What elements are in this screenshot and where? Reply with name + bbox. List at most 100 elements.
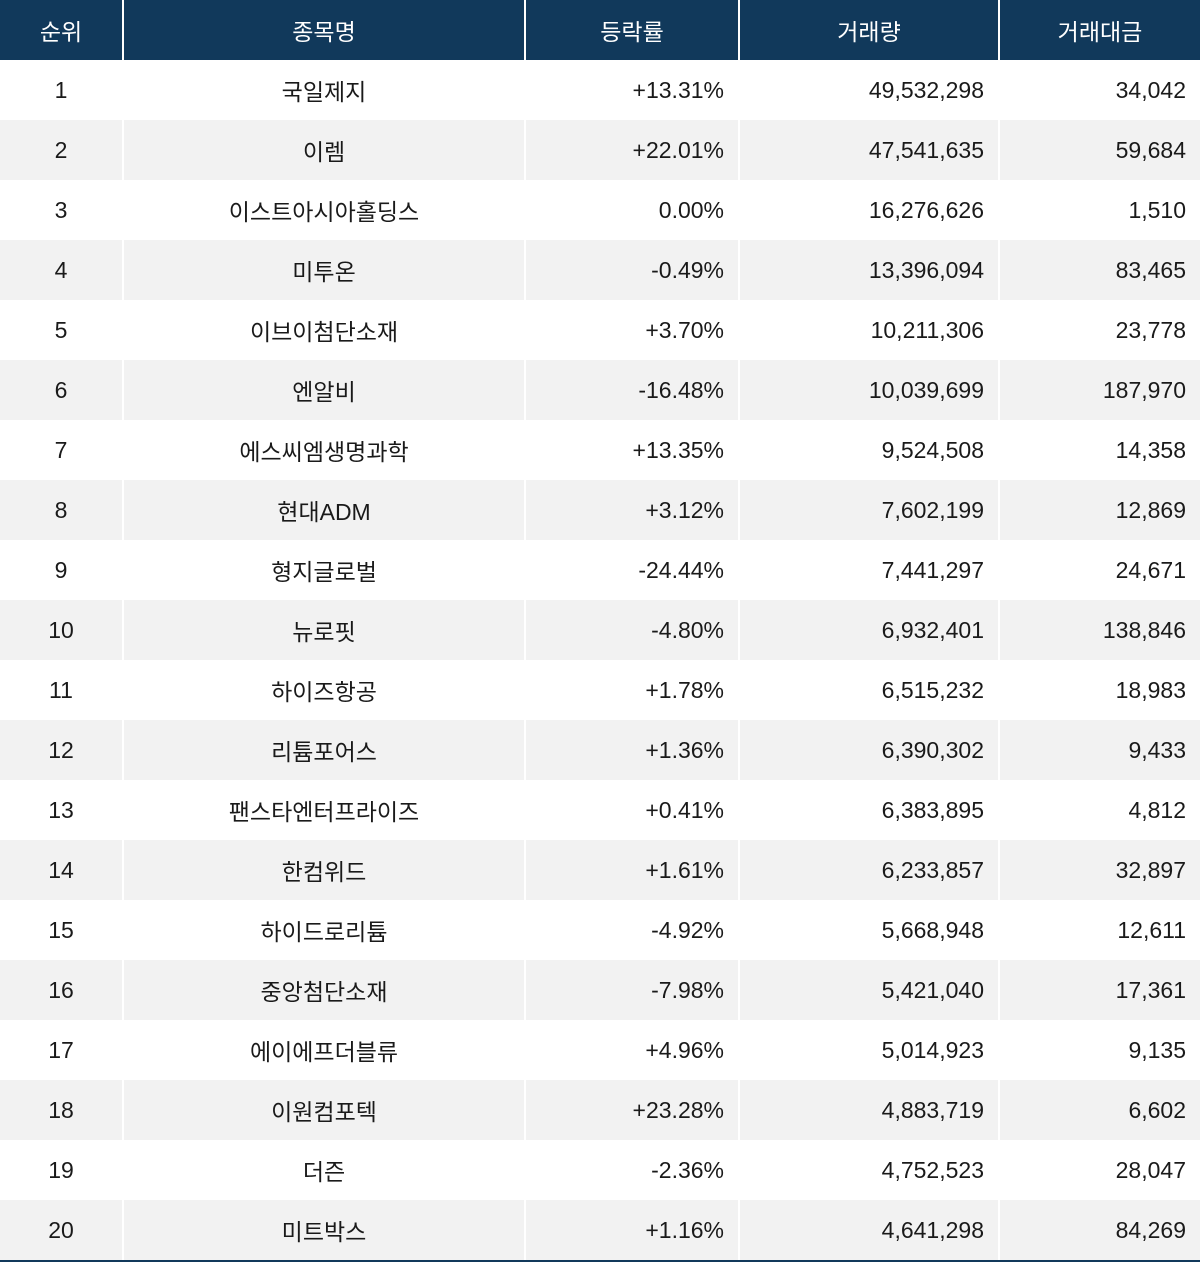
volume-cell: 49,532,298: [738, 60, 998, 120]
stock-name-cell: 한컴위드: [122, 840, 524, 900]
stock-name-cell: 중앙첨단소재: [122, 960, 524, 1020]
value-cell: 6,602: [998, 1080, 1200, 1140]
change-cell: -2.36%: [524, 1140, 738, 1200]
volume-cell: 6,383,895: [738, 780, 998, 840]
value-cell: 14,358: [998, 420, 1200, 480]
table-header-row: 순위 종목명 등락률 거래량 거래대금: [0, 0, 1200, 60]
column-header-trading-value: 거래대금: [998, 0, 1200, 60]
volume-cell: 5,668,948: [738, 900, 998, 960]
volume-cell: 7,441,297: [738, 540, 998, 600]
change-cell: +3.70%: [524, 300, 738, 360]
table-row[interactable]: 1 국일제지 +13.31% 49,532,298 34,042: [0, 60, 1200, 120]
column-header-change-rate: 등락률: [524, 0, 738, 60]
table-row[interactable]: 14 한컴위드 +1.61% 6,233,857 32,897: [0, 840, 1200, 900]
stock-name-cell: 에이에프더블류: [122, 1020, 524, 1080]
table-row[interactable]: 2 이렘 +22.01% 47,541,635 59,684: [0, 120, 1200, 180]
change-cell: +22.01%: [524, 120, 738, 180]
stock-name-cell: 국일제지: [122, 60, 524, 120]
volume-cell: 47,541,635: [738, 120, 998, 180]
volume-cell: 10,039,699: [738, 360, 998, 420]
column-header-volume: 거래량: [738, 0, 998, 60]
change-cell: -24.44%: [524, 540, 738, 600]
stock-name-cell: 뉴로핏: [122, 600, 524, 660]
stock-name-cell: 더즌: [122, 1140, 524, 1200]
table-row[interactable]: 5 이브이첨단소재 +3.70% 10,211,306 23,778: [0, 300, 1200, 360]
table-row[interactable]: 20 미트박스 +1.16% 4,641,298 84,269: [0, 1200, 1200, 1260]
stock-name-cell: 하이즈항공: [122, 660, 524, 720]
change-cell: -16.48%: [524, 360, 738, 420]
volume-cell: 10,211,306: [738, 300, 998, 360]
table-row[interactable]: 19 더즌 -2.36% 4,752,523 28,047: [0, 1140, 1200, 1200]
change-cell: +0.41%: [524, 780, 738, 840]
value-cell: 83,465: [998, 240, 1200, 300]
rank-cell: 14: [0, 840, 122, 900]
change-cell: +23.28%: [524, 1080, 738, 1140]
stock-name-cell: 형지글로벌: [122, 540, 524, 600]
table-row[interactable]: 16 중앙첨단소재 -7.98% 5,421,040 17,361: [0, 960, 1200, 1020]
volume-cell: 13,396,094: [738, 240, 998, 300]
table-row[interactable]: 13 팬스타엔터프라이즈 +0.41% 6,383,895 4,812: [0, 780, 1200, 840]
stock-name-cell: 팬스타엔터프라이즈: [122, 780, 524, 840]
volume-cell: 4,641,298: [738, 1200, 998, 1260]
volume-cell: 4,752,523: [738, 1140, 998, 1200]
rank-cell: 16: [0, 960, 122, 1020]
stock-name-cell: 하이드로리튬: [122, 900, 524, 960]
value-cell: 32,897: [998, 840, 1200, 900]
table-row[interactable]: 17 에이에프더블류 +4.96% 5,014,923 9,135: [0, 1020, 1200, 1080]
table-row[interactable]: 18 이원컴포텍 +23.28% 4,883,719 6,602: [0, 1080, 1200, 1140]
stock-name-cell: 엔알비: [122, 360, 524, 420]
stock-name-cell: 리튬포어스: [122, 720, 524, 780]
rank-cell: 8: [0, 480, 122, 540]
table-body: 1 국일제지 +13.31% 49,532,298 34,042 2 이렘 +22.01% 47…: [0, 60, 1200, 1260]
value-cell: 12,869: [998, 480, 1200, 540]
value-cell: 12,611: [998, 900, 1200, 960]
volume-cell: 6,515,232: [738, 660, 998, 720]
rank-cell: 1: [0, 60, 122, 120]
volume-cell: 6,233,857: [738, 840, 998, 900]
value-cell: 34,042: [998, 60, 1200, 120]
change-cell: +13.35%: [524, 420, 738, 480]
volume-cell: 9,524,508: [738, 420, 998, 480]
value-cell: 1,510: [998, 180, 1200, 240]
stock-name-cell: 이브이첨단소재: [122, 300, 524, 360]
table-row[interactable]: 10 뉴로핏 -4.80% 6,932,401 138,846: [0, 600, 1200, 660]
volume-cell: 7,602,199: [738, 480, 998, 540]
rank-cell: 11: [0, 660, 122, 720]
value-cell: 84,269: [998, 1200, 1200, 1260]
value-cell: 23,778: [998, 300, 1200, 360]
table-row[interactable]: 4 미투온 -0.49% 13,396,094 83,465: [0, 240, 1200, 300]
volume-cell: 5,421,040: [738, 960, 998, 1020]
rank-cell: 3: [0, 180, 122, 240]
table-row[interactable]: 6 엔알비 -16.48% 10,039,699 187,970: [0, 360, 1200, 420]
change-cell: +1.36%: [524, 720, 738, 780]
stock-name-cell: 미투온: [122, 240, 524, 300]
column-header-rank: 순위: [0, 0, 122, 60]
value-cell: 18,983: [998, 660, 1200, 720]
table-row[interactable]: 12 리튬포어스 +1.36% 6,390,302 9,433: [0, 720, 1200, 780]
change-cell: +3.12%: [524, 480, 738, 540]
table-row[interactable]: 3 이스트아시아홀딩스 0.00% 16,276,626 1,510: [0, 180, 1200, 240]
value-cell: 4,812: [998, 780, 1200, 840]
table-row[interactable]: 7 에스씨엠생명과학 +13.35% 9,524,508 14,358: [0, 420, 1200, 480]
value-cell: 17,361: [998, 960, 1200, 1020]
change-cell: +4.96%: [524, 1020, 738, 1080]
rank-cell: 13: [0, 780, 122, 840]
rank-cell: 15: [0, 900, 122, 960]
rank-cell: 19: [0, 1140, 122, 1200]
table-row[interactable]: 15 하이드로리튬 -4.92% 5,668,948 12,611: [0, 900, 1200, 960]
change-cell: +1.61%: [524, 840, 738, 900]
table-row[interactable]: 11 하이즈항공 +1.78% 6,515,232 18,983: [0, 660, 1200, 720]
value-cell: 138,846: [998, 600, 1200, 660]
change-cell: -4.92%: [524, 900, 738, 960]
volume-cell: 6,390,302: [738, 720, 998, 780]
volume-cell: 6,932,401: [738, 600, 998, 660]
stock-name-cell: 이원컴포텍: [122, 1080, 524, 1140]
change-cell: +1.16%: [524, 1200, 738, 1260]
value-cell: 24,671: [998, 540, 1200, 600]
rank-cell: 9: [0, 540, 122, 600]
volume-cell: 5,014,923: [738, 1020, 998, 1080]
rank-cell: 5: [0, 300, 122, 360]
table-row[interactable]: 8 현대ADM +3.12% 7,602,199 12,869: [0, 480, 1200, 540]
table-row[interactable]: 9 형지글로벌 -24.44% 7,441,297 24,671: [0, 540, 1200, 600]
